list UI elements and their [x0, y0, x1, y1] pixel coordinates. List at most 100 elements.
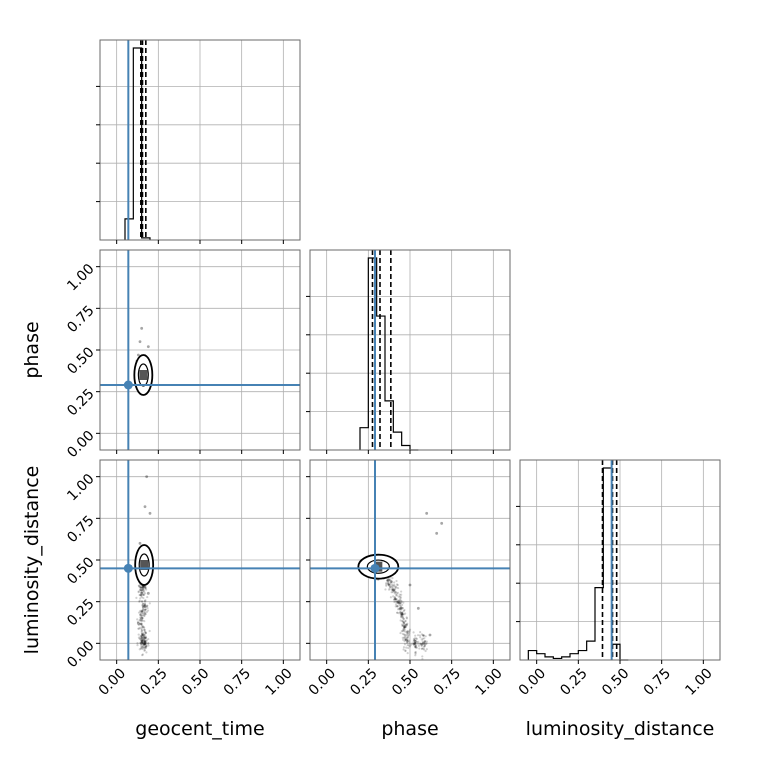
x-tick-label: 1.00	[472, 665, 505, 698]
sample-point	[139, 594, 143, 597]
sample-point	[141, 637, 144, 641]
sample-point	[402, 609, 406, 613]
sample-point	[386, 580, 389, 583]
sample-point	[141, 586, 145, 589]
sample-point	[404, 620, 407, 623]
sample-point	[403, 643, 407, 646]
sample-point	[421, 637, 424, 640]
sample-point	[136, 618, 139, 621]
sample-point	[139, 588, 142, 591]
sample-point	[393, 597, 397, 601]
x-tick-label: 0.00	[306, 665, 339, 698]
sample-point	[140, 610, 144, 613]
sample-point	[395, 586, 398, 589]
sample-point	[399, 596, 403, 599]
sample-point	[141, 588, 144, 592]
sample-point	[425, 640, 428, 643]
sample-point	[421, 642, 424, 646]
sample-point	[394, 591, 398, 594]
sample-point	[403, 621, 406, 625]
sample-point	[396, 601, 399, 605]
sample-point	[423, 644, 426, 647]
sample-point	[141, 619, 144, 622]
data-point	[440, 521, 444, 525]
sample-point	[401, 606, 404, 610]
density-peak	[140, 560, 149, 570]
sample-point	[392, 585, 395, 588]
sample-point	[143, 619, 146, 623]
sample-point	[390, 580, 393, 583]
sample-point	[140, 630, 143, 634]
sample-point	[142, 593, 145, 597]
sample-point	[139, 588, 142, 591]
sample-point	[402, 601, 405, 604]
sample-point	[401, 612, 404, 615]
sample-point	[422, 634, 425, 637]
sample-point	[143, 642, 146, 645]
sample-point	[407, 633, 410, 637]
sample-point	[139, 613, 143, 616]
sample-point	[414, 646, 417, 649]
sample-point	[143, 604, 146, 607]
sample-point	[394, 598, 397, 601]
sample-point	[413, 641, 416, 644]
data-point	[140, 616, 144, 620]
sample-point	[423, 645, 426, 648]
sample-point	[423, 641, 427, 644]
sample-point	[140, 635, 143, 638]
sample-point	[143, 603, 147, 607]
sample-point	[406, 651, 409, 655]
sample-point	[141, 645, 144, 648]
sample-point	[144, 645, 147, 648]
sample-point	[391, 588, 394, 591]
sample-point	[140, 588, 143, 592]
sample-point	[400, 606, 403, 609]
sample-point	[140, 623, 143, 626]
sample-point	[145, 651, 148, 654]
sample-point	[138, 622, 141, 626]
panel-hist-luminosity_distance	[520, 460, 720, 660]
sample-point	[394, 603, 398, 606]
sample-point	[397, 595, 400, 598]
sample-point	[421, 655, 424, 658]
sample-point	[408, 632, 411, 635]
sample-point	[140, 636, 143, 639]
sample-point	[398, 593, 401, 596]
sample-point	[140, 640, 143, 643]
sample-point	[396, 601, 399, 604]
sample-point	[405, 616, 408, 619]
sample-point	[141, 632, 144, 635]
sample-point	[403, 629, 406, 632]
sample-point	[423, 645, 426, 648]
sample-point	[400, 615, 403, 618]
sample-point	[412, 631, 415, 634]
x-tick-label: 1.00	[262, 665, 295, 698]
sample-point	[141, 641, 144, 644]
y-axis-label-luminosity_distance: luminosity_distance	[21, 466, 43, 655]
sample-point	[414, 639, 417, 642]
sample-point	[393, 596, 396, 599]
sample-point	[141, 647, 144, 651]
sample-point	[143, 585, 146, 588]
sample-point	[413, 637, 416, 640]
sample-point	[412, 643, 416, 646]
sample-point	[143, 637, 146, 641]
sample-point	[138, 589, 142, 592]
sample-point	[141, 637, 144, 640]
sample-point	[139, 597, 142, 600]
sample-point	[139, 635, 142, 638]
sample-point	[402, 613, 405, 616]
sample-point	[391, 577, 394, 580]
sample-point	[422, 647, 425, 650]
sample-point	[403, 633, 407, 636]
sample-point	[138, 648, 141, 651]
sample-point	[393, 588, 396, 591]
sample-point	[139, 610, 142, 613]
sample-point	[403, 625, 406, 628]
sample-point	[424, 640, 427, 643]
sample-point	[412, 643, 415, 646]
sample-point	[389, 579, 392, 582]
sample-point	[389, 583, 392, 586]
sample-point	[417, 640, 420, 643]
sample-point	[414, 646, 417, 649]
